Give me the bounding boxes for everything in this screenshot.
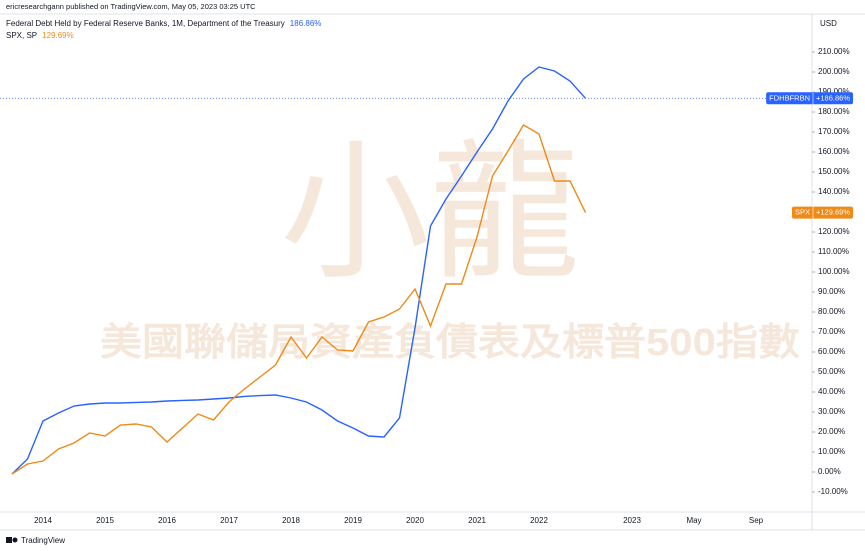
- x-tick-label: 2017: [220, 516, 238, 525]
- footer-logo: [6, 537, 18, 543]
- x-tick-label: Sep: [749, 516, 764, 525]
- y-tick-label: 60.00%: [818, 347, 845, 356]
- x-tick-label: 2014: [34, 516, 52, 525]
- y-tick-label: 210.00%: [818, 47, 850, 56]
- header: ericresearchgann published on TradingVie…: [6, 2, 256, 11]
- series-line: [11, 124, 587, 475]
- y-tick-label: 50.00%: [818, 367, 845, 376]
- watermark: 小龍: [280, 129, 580, 297]
- y-tick-label: 90.00%: [818, 287, 845, 296]
- footer: TradingView: [21, 536, 65, 545]
- y-tick-label: -10.00%: [818, 487, 848, 496]
- y-tick-label: 30.00%: [818, 407, 845, 416]
- x-tick-label: 2015: [96, 516, 114, 525]
- y-tick-label: 10.00%: [818, 447, 845, 456]
- legend-entry: Federal Debt Held by Federal Reserve Ban…: [6, 19, 285, 28]
- y-tick-label: 190.00%: [818, 87, 850, 96]
- y-tick-label: 200.00%: [818, 67, 850, 76]
- x-tick-label: 2018: [282, 516, 300, 525]
- x-tick-label: 2023: [623, 516, 641, 525]
- y-tick-label: 80.00%: [818, 307, 845, 316]
- x-tick-label: 2020: [406, 516, 424, 525]
- price-tag-value: +129.69%: [816, 208, 850, 217]
- y-tick-label: 40.00%: [818, 387, 845, 396]
- y-tick-label: 70.00%: [818, 327, 845, 336]
- x-tick-label: 2021: [468, 516, 486, 525]
- legend-entry: SPX, SP: [6, 31, 37, 40]
- x-tick-label: 2019: [344, 516, 362, 525]
- price-tag-name: SPX: [795, 208, 810, 217]
- price-tag-box: [791, 206, 853, 219]
- y-tick-label: 20.00%: [818, 427, 845, 436]
- price-tag-box: [766, 92, 853, 105]
- y-tick-label: 110.00%: [818, 247, 849, 256]
- y-tick-label: 120.00%: [818, 227, 850, 236]
- y-tick-label: 160.00%: [818, 147, 850, 156]
- price-tag: FDHBFRBN +186.86%: [766, 92, 853, 105]
- y-tick-label: 180.00%: [818, 107, 850, 116]
- price-tag: SPX +129.69%: [791, 206, 853, 219]
- watermark: 美國聯儲局資產負債表及標普500指數: [100, 321, 800, 364]
- series-line: [11, 66, 587, 475]
- y-tick-label: 0.00%: [818, 467, 841, 476]
- y-tick-label: 140.00%: [818, 187, 850, 196]
- x-tick-label: 2016: [158, 516, 176, 525]
- y-tick-label: 170.00%: [818, 127, 850, 136]
- x-tick-label: May: [686, 516, 701, 525]
- y-tick-label: 150.00%: [818, 167, 850, 176]
- legend-value: 129.69%: [42, 31, 74, 40]
- currency: USD: [820, 19, 837, 28]
- x-tick-label: 2022: [530, 516, 548, 525]
- price-tag-value: +186.86%: [816, 93, 850, 102]
- legend-value: 186.86%: [290, 19, 322, 28]
- y-tick-label: 100.00%: [818, 267, 850, 276]
- price-tag-name: FDHBFRBN: [769, 93, 810, 102]
